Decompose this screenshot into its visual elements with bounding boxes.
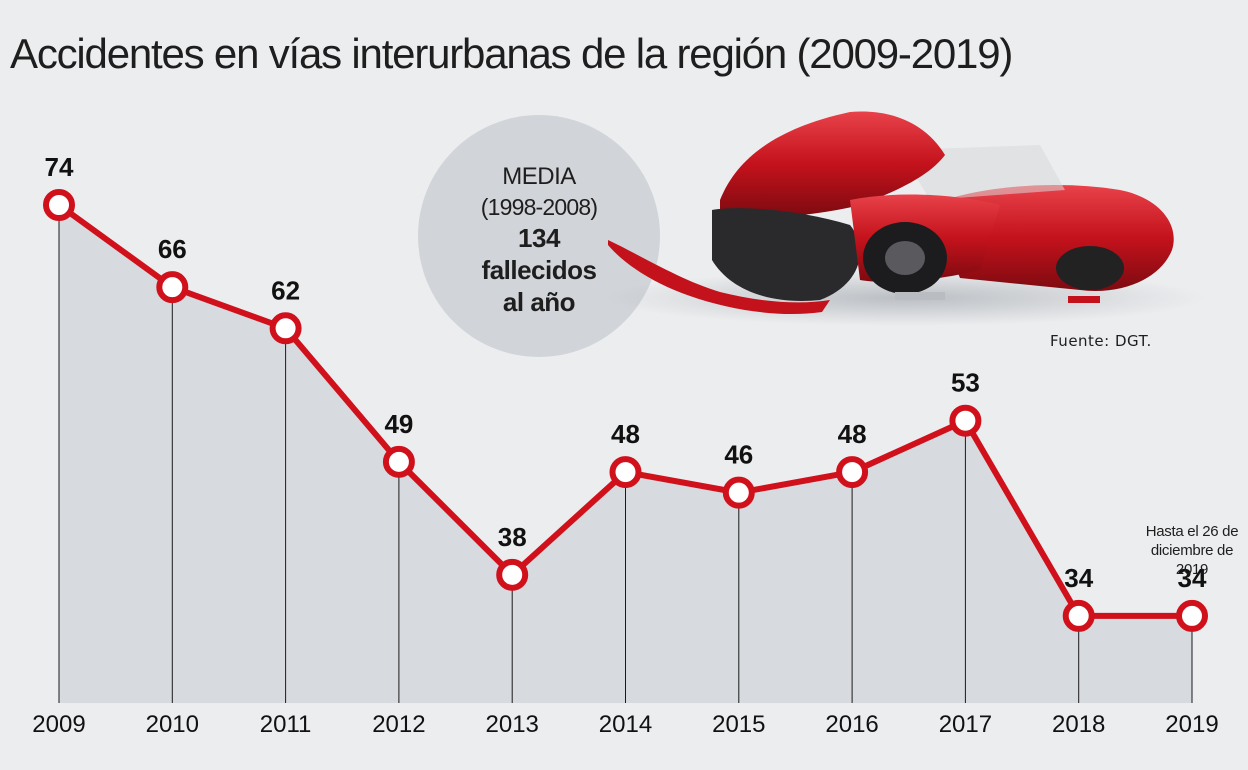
category-label-2016: 2016: [825, 711, 878, 738]
average-value: 134: [518, 223, 560, 253]
value-label-2012: 49: [384, 409, 413, 439]
category-label-2017: 2017: [939, 711, 992, 738]
data-point-2016: [836, 456, 869, 489]
average-period: (1998-2008): [480, 194, 598, 220]
data-point-2011: [269, 312, 302, 345]
area-fill: [59, 205, 1192, 703]
category-label-2015: 2015: [712, 711, 765, 738]
value-label-2015: 46: [724, 440, 753, 470]
data-point-2015: [722, 476, 755, 509]
value-label-2019: 34: [1178, 563, 1207, 593]
category-label-2012: 2012: [372, 711, 425, 738]
data-point-2018: [1062, 599, 1095, 632]
category-label-2019: 2019: [1165, 711, 1218, 738]
data-point-2012: [382, 445, 415, 478]
average-unit-line1: fallecidos: [481, 255, 597, 285]
value-label-2010: 66: [158, 234, 187, 264]
value-label-2018: 34: [1064, 563, 1093, 593]
value-label-2016: 48: [838, 419, 867, 449]
data-point-2009: [43, 189, 75, 221]
chart-title: Accidentes en vías interurbanas de la re…: [10, 30, 1013, 77]
category-label-2018: 2018: [1052, 711, 1105, 738]
data-point-2017: [949, 404, 982, 437]
source-note: Fuente: DGT.: [1050, 332, 1152, 350]
value-label-2017: 53: [951, 368, 980, 398]
value-label-2011: 62: [271, 275, 300, 305]
category-label-2014: 2014: [599, 711, 652, 738]
average-title: MEDIA: [502, 163, 576, 190]
value-label-2014: 48: [611, 419, 640, 449]
category-label-2009: 2009: [32, 711, 85, 738]
data-point-2014: [609, 456, 642, 489]
data-point-2013: [496, 558, 529, 591]
average-bubble: MEDIA (1998-2008) 134 fallecidos al año: [418, 115, 660, 357]
data-point-2019: [1176, 599, 1208, 632]
category-label-2010: 2010: [146, 711, 199, 738]
data-point-2010: [156, 271, 189, 304]
value-label-2013: 38: [498, 522, 527, 552]
annotation-2019: Hasta el 26 de diciembre de 2019: [1145, 523, 1239, 578]
category-label-2013: 2013: [486, 711, 539, 738]
category-label-2011: 2011: [260, 711, 312, 738]
average-unit-line2: al año: [502, 287, 576, 317]
value-label-2009: 74: [45, 152, 74, 182]
